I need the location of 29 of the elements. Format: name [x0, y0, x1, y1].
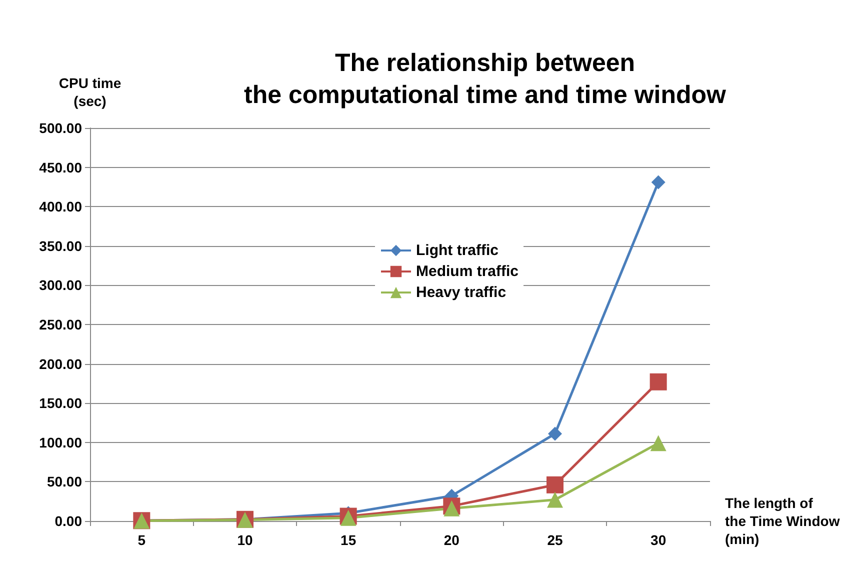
y-tick-label: 350.00 — [39, 238, 82, 254]
y-tick-label: 300.00 — [39, 277, 82, 294]
y-tick-label: 100.00 — [39, 434, 82, 450]
y-tick-label: 450.00 — [39, 159, 82, 176]
point — [546, 476, 564, 494]
x-tick-label: 10 — [237, 532, 253, 548]
chart-title: The relationship between the computational time and time window — [244, 49, 727, 109]
y-tick-label: 150.00 — [39, 395, 82, 412]
x-tick-label: 15 — [340, 532, 356, 548]
point — [547, 492, 563, 508]
x-tick-label: 5 — [138, 532, 146, 548]
x-tick-label: 25 — [547, 532, 563, 548]
point — [548, 426, 562, 441]
point — [650, 373, 667, 390]
point — [651, 175, 666, 190]
y-tick-label: 50.00 — [46, 474, 82, 490]
x-axis-title: The length of the Time Window (min) — [725, 495, 840, 547]
y-tick-label: 200.00 — [39, 356, 82, 372]
x-tick-label: 20 — [444, 532, 460, 548]
legend-label: Light traffic — [416, 242, 498, 259]
y-tick-label: 500.00 — [39, 120, 82, 136]
legend-label: Medium traffic — [416, 263, 519, 280]
legend-label: Heavy traffic — [416, 284, 506, 301]
point — [650, 435, 666, 452]
y-tick-label: 0.00 — [54, 513, 82, 529]
y-tick-label: 250.00 — [39, 316, 82, 332]
y-tick-label: 400.00 — [39, 198, 82, 215]
y-axis-title: CPU time (sec) — [58, 75, 122, 109]
x-tick-label: 30 — [650, 532, 666, 548]
